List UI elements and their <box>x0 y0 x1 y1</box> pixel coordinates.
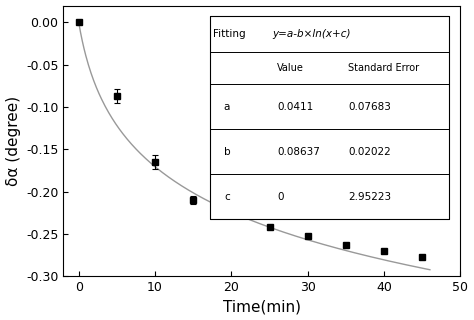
Text: 0.02022: 0.02022 <box>348 147 391 157</box>
Text: Value: Value <box>277 63 304 73</box>
Text: Fitting: Fitting <box>213 29 246 39</box>
Text: Standard Error: Standard Error <box>348 63 419 73</box>
Text: 0.08637: 0.08637 <box>277 147 320 157</box>
Text: 0.0411: 0.0411 <box>277 102 313 112</box>
Text: y=a-b×ln(x+c): y=a-b×ln(x+c) <box>272 29 351 39</box>
X-axis label: Time(min): Time(min) <box>223 300 301 315</box>
FancyBboxPatch shape <box>210 16 448 219</box>
Text: a: a <box>224 102 230 112</box>
Text: b: b <box>224 147 230 157</box>
Text: 0: 0 <box>277 192 283 202</box>
Text: c: c <box>224 192 230 202</box>
Text: 0.07683: 0.07683 <box>348 102 392 112</box>
Text: 2.95223: 2.95223 <box>348 192 392 202</box>
Y-axis label: δα (degree): δα (degree) <box>6 96 20 186</box>
